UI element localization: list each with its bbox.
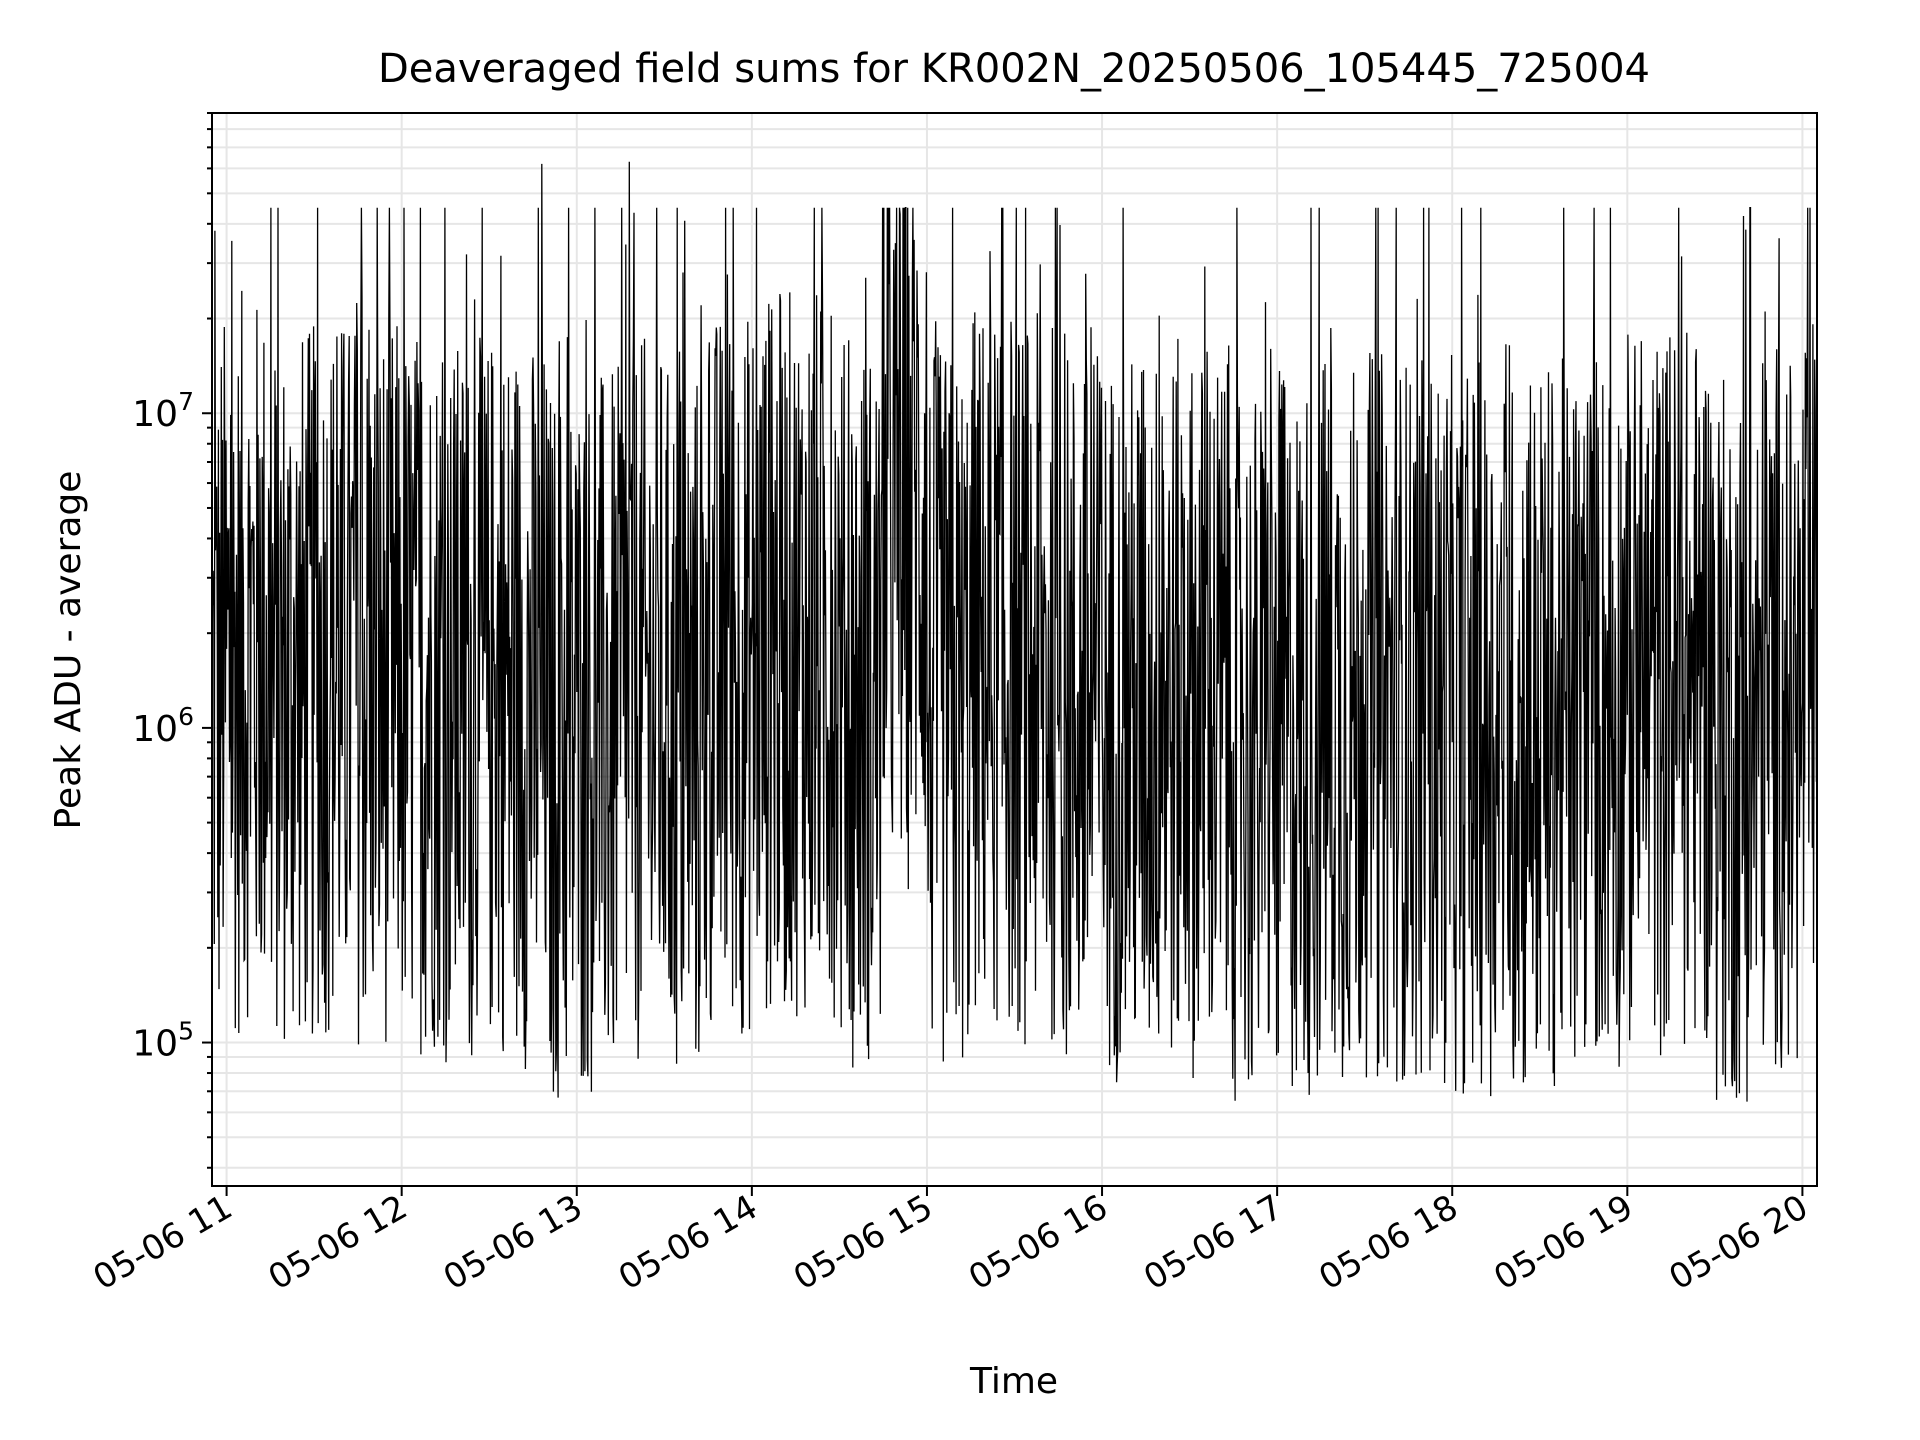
x-axis-label: Time xyxy=(969,1361,1058,1402)
chart-title: Deaveraged field sums for KR002N_2025050… xyxy=(378,46,1650,92)
y-axis-label: Peak ADU - average xyxy=(48,471,89,830)
